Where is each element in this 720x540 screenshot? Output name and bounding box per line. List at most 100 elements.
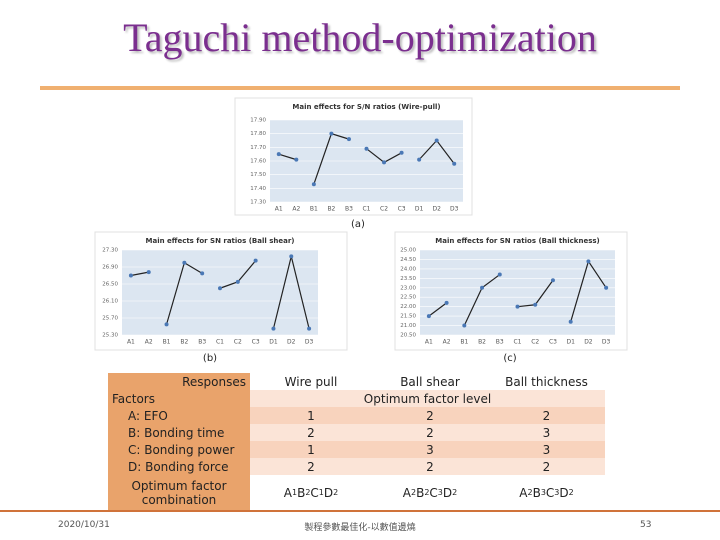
y-tick-label: 24.00: [400, 266, 416, 272]
x-tick-label: C1: [513, 339, 521, 346]
x-tick-label: C2: [531, 339, 539, 346]
table-cell: 2: [250, 424, 372, 441]
y-tick-label: 23.00: [400, 285, 416, 291]
y-tick-label: 27.30: [102, 248, 118, 254]
data-point: [329, 131, 334, 136]
y-tick-label: 17.60: [250, 159, 266, 165]
y-tick-label: 26.90: [102, 265, 118, 271]
x-tick-label: D3: [305, 339, 314, 346]
data-point: [364, 146, 369, 151]
table-cell: 1: [250, 441, 372, 458]
data-point: [434, 138, 439, 143]
table-cell: 2: [488, 407, 605, 424]
x-tick-label: B3: [198, 339, 206, 346]
data-point: [452, 161, 457, 166]
y-tick-label: 23.50: [400, 276, 416, 282]
page-number: 53: [640, 520, 652, 530]
data-point: [604, 285, 609, 290]
chart-title: Main effects for SN ratios (Ball thickne…: [435, 237, 599, 245]
data-point: [146, 270, 151, 275]
y-tick-label: 25.00: [400, 248, 416, 254]
data-point: [417, 157, 422, 162]
footer-bar: [0, 510, 720, 512]
x-tick-label: B1: [163, 339, 171, 346]
y-tick-label: 24.50: [400, 257, 416, 263]
x-tick-label: C3: [398, 206, 406, 213]
chart-title: Main effects for SN ratios (Ball shear): [146, 237, 295, 245]
data-point: [480, 285, 485, 290]
table-cell: 2: [488, 458, 605, 475]
data-point: [586, 259, 591, 264]
y-tick-label: 17.70: [250, 145, 266, 151]
data-point: [346, 137, 351, 142]
line-segment: [428, 302, 447, 317]
x-tick-label: D2: [287, 339, 296, 346]
x-tick-label: A2: [145, 339, 153, 346]
table-header: Ball thickness: [488, 373, 605, 390]
y-tick-label: 21.50: [400, 314, 416, 320]
x-tick-label: D3: [450, 206, 459, 213]
chart-caption: (b): [203, 353, 217, 364]
table-row-label: D: Bonding force: [108, 458, 250, 475]
data-point: [128, 273, 133, 278]
data-point: [399, 150, 404, 155]
data-point: [382, 160, 387, 165]
footer-center: 製程參數最佳化-以數值邊燒: [304, 523, 416, 533]
y-tick-label: 22.50: [400, 295, 416, 301]
table-row-label: Optimum factor combination: [108, 475, 250, 511]
data-point: [426, 314, 431, 319]
x-tick-label: A2: [292, 206, 300, 213]
x-tick-label: C1: [362, 206, 370, 213]
data-point: [289, 254, 294, 259]
table-header: Wire pull: [250, 373, 372, 390]
table-row-label: C: Bonding power: [108, 441, 250, 458]
data-point: [276, 152, 281, 157]
data-point: [164, 322, 169, 327]
data-point: [253, 258, 258, 263]
x-tick-label: D1: [269, 339, 278, 346]
y-tick-label: 17.50: [250, 172, 266, 178]
plot-area: [122, 250, 318, 335]
table-header: Responses: [108, 373, 250, 390]
y-tick-label: 22.00: [400, 304, 416, 310]
data-point: [550, 278, 555, 283]
x-tick-label: A1: [127, 339, 135, 346]
x-tick-label: C1: [216, 339, 224, 346]
x-tick-label: A1: [425, 339, 433, 346]
data-point: [515, 304, 520, 309]
y-tick-label: 25.30: [102, 333, 118, 339]
data-point: [235, 279, 240, 284]
y-tick-label: 26.10: [102, 299, 118, 305]
slide-title: Taguchi method-optimization: [123, 15, 597, 60]
footer-date: 2020/10/31: [58, 520, 110, 530]
x-tick-label: A2: [443, 339, 451, 346]
table-cell: 2: [372, 407, 488, 424]
y-tick-label: 26.50: [102, 282, 118, 288]
table-row-label: Factors: [108, 390, 250, 407]
y-tick-label: 17.30: [250, 200, 266, 206]
line-segment: [278, 153, 297, 161]
line-segment: [130, 271, 149, 277]
data-point: [444, 300, 449, 305]
x-tick-label: B2: [180, 339, 188, 346]
y-tick-label: 17.40: [250, 186, 266, 192]
table-cell: 3: [488, 424, 605, 441]
x-tick-label: D1: [566, 339, 575, 346]
x-tick-label: C3: [252, 339, 260, 346]
x-tick-label: B3: [496, 339, 504, 346]
table-cell: 1: [250, 407, 372, 424]
table-row-label: A: EFO: [108, 407, 250, 424]
x-tick-label: B1: [460, 339, 468, 346]
data-point: [307, 326, 312, 331]
data-point: [271, 326, 276, 331]
title-rule: [40, 86, 680, 90]
data-point: [294, 157, 299, 162]
data-point: [182, 260, 187, 265]
x-tick-label: C3: [549, 339, 557, 346]
data-point: [218, 286, 222, 291]
data-point: [462, 323, 467, 328]
